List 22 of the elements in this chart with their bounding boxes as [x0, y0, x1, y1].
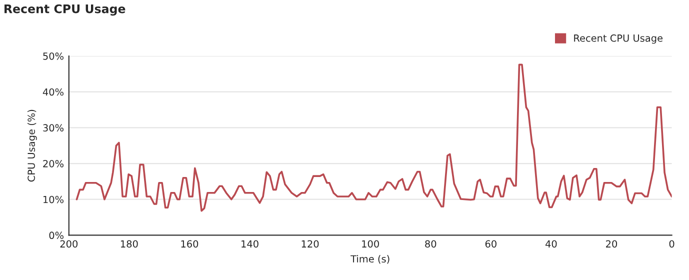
line-series	[76, 64, 672, 212]
x-tick-label: 200	[60, 240, 78, 248]
y-tick-label: 50%	[43, 52, 64, 60]
y-tick-label: 40%	[42, 88, 64, 96]
y-tick-label: 0%	[49, 232, 64, 240]
x-tick-label: 100	[362, 240, 379, 248]
x-tick-label: 180	[120, 240, 138, 248]
x-tick-label: 60	[485, 240, 496, 248]
y-axis-title: CPU Usage (%)	[27, 110, 37, 182]
y-tick-label: 10%	[44, 196, 64, 204]
x-tick-label: 20	[606, 240, 618, 248]
y-tick-label: 30%	[43, 124, 64, 132]
x-tick-label: 120	[302, 240, 319, 248]
chart-title: Recent CPU Usage	[4, 4, 126, 16]
y-tick-label: 20%	[43, 160, 64, 168]
x-tick-label: 40	[545, 240, 557, 248]
x-tick-label: 0	[669, 240, 674, 248]
x-tick-label: 160	[181, 240, 198, 248]
x-tick-label: 80	[425, 240, 436, 248]
x-tick-label: 140	[242, 240, 258, 248]
legend-label: Recent CPU Usage	[574, 34, 663, 44]
x-axis-title: Time (s)	[350, 255, 390, 264]
